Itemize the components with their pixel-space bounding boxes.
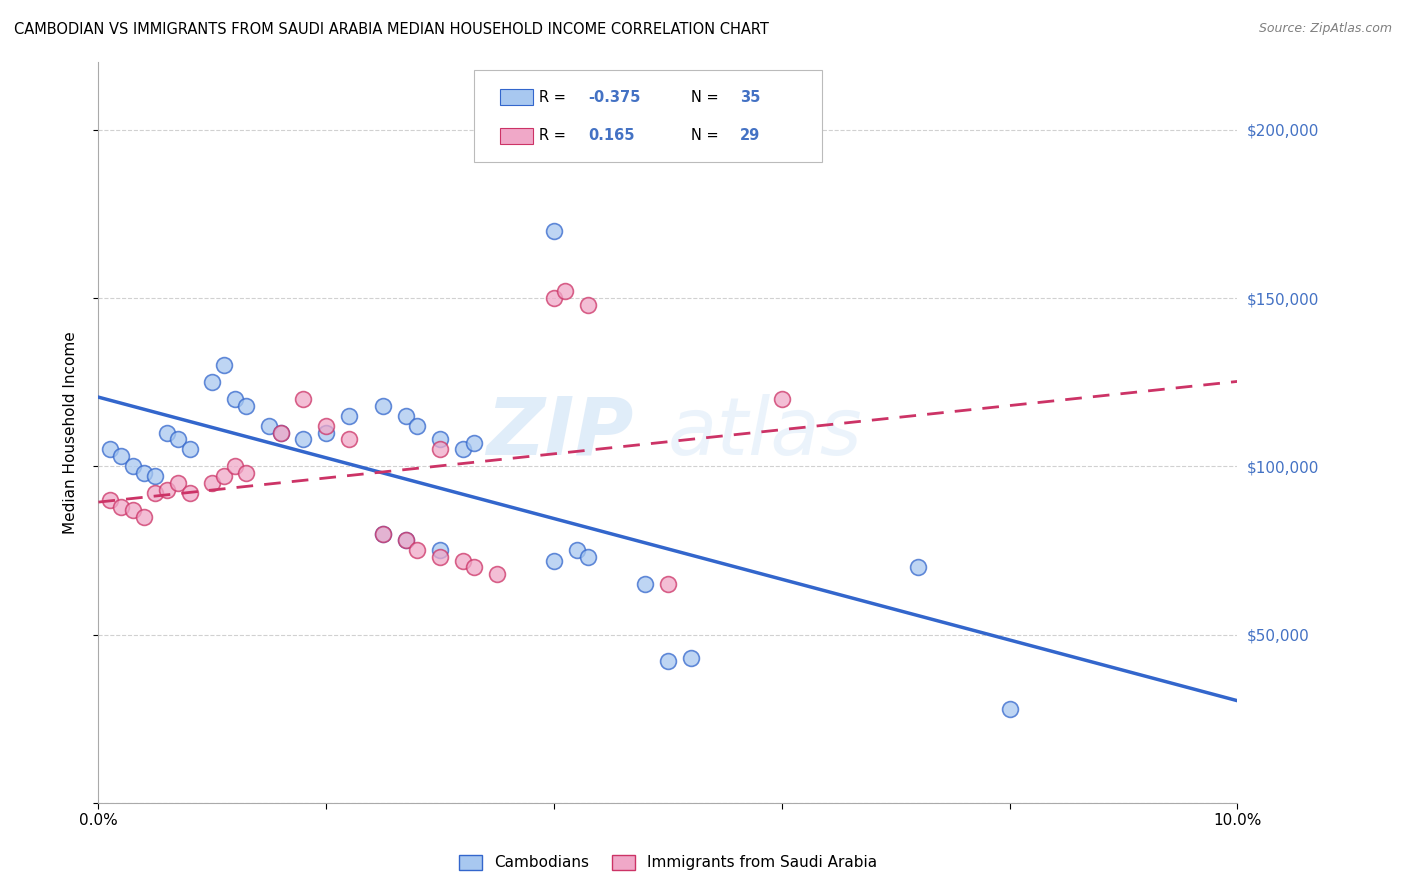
Point [235,399,257,413]
Bar [501,128,533,144]
Point [212,359,235,373]
Point [224,392,246,406]
Point [657,655,679,669]
Point [201,375,224,389]
Point [292,392,315,406]
Point [373,526,395,541]
Point [486,566,509,581]
Point [373,526,395,541]
Point [270,425,292,440]
Point [565,543,588,558]
Point [145,486,167,500]
Point [395,533,418,548]
Point [429,550,451,565]
FancyBboxPatch shape [474,70,821,162]
Point [132,466,155,480]
Text: 0.165: 0.165 [588,128,634,144]
Point [395,533,418,548]
Text: N =: N = [690,128,723,144]
Point [270,425,292,440]
Point [179,442,201,457]
Point [337,409,360,423]
Point [543,553,565,567]
Point [634,577,657,591]
Point [179,486,201,500]
Text: -0.375: -0.375 [588,90,641,104]
Point [543,224,565,238]
Text: ZIP: ZIP [486,393,634,472]
Bar [501,89,533,105]
Point [463,560,485,574]
Point [110,500,132,514]
Point [132,509,155,524]
Point [429,433,451,447]
Point [576,550,599,565]
Y-axis label: Median Household Income: Median Household Income [63,331,77,534]
Point [576,298,599,312]
Text: N =: N = [690,90,723,104]
Point [463,435,485,450]
Point [167,433,190,447]
Point [907,560,929,574]
Point [98,492,121,507]
Point [110,449,132,463]
Text: CAMBODIAN VS IMMIGRANTS FROM SAUDI ARABIA MEDIAN HOUSEHOLD INCOME CORRELATION CH: CAMBODIAN VS IMMIGRANTS FROM SAUDI ARABI… [14,22,769,37]
Point [235,466,257,480]
Text: 29: 29 [740,128,759,144]
Point [451,553,474,567]
Point [657,577,679,591]
Point [429,442,451,457]
Point [98,442,121,457]
Point [201,476,224,491]
Point [156,483,179,497]
Point [145,469,167,483]
Point [395,409,418,423]
Point [292,433,315,447]
Point [543,291,565,305]
Point [259,418,281,433]
Point [770,392,793,406]
Point [998,701,1021,715]
Point [406,418,429,433]
Text: R =: R = [538,128,571,144]
Point [315,425,337,440]
Text: atlas: atlas [668,393,863,472]
Point [121,459,143,474]
Point [121,503,143,517]
Text: 35: 35 [740,90,761,104]
Point [406,543,429,558]
Text: R =: R = [538,90,571,104]
Point [156,425,179,440]
Point [212,469,235,483]
Point [679,651,702,665]
Point [554,285,576,299]
Point [373,399,395,413]
Point [429,543,451,558]
Legend: Cambodians, Immigrants from Saudi Arabia: Cambodians, Immigrants from Saudi Arabia [453,848,883,877]
Point [451,442,474,457]
Point [337,433,360,447]
Point [167,476,190,491]
Point [224,459,246,474]
Point [315,418,337,433]
Text: Source: ZipAtlas.com: Source: ZipAtlas.com [1258,22,1392,36]
